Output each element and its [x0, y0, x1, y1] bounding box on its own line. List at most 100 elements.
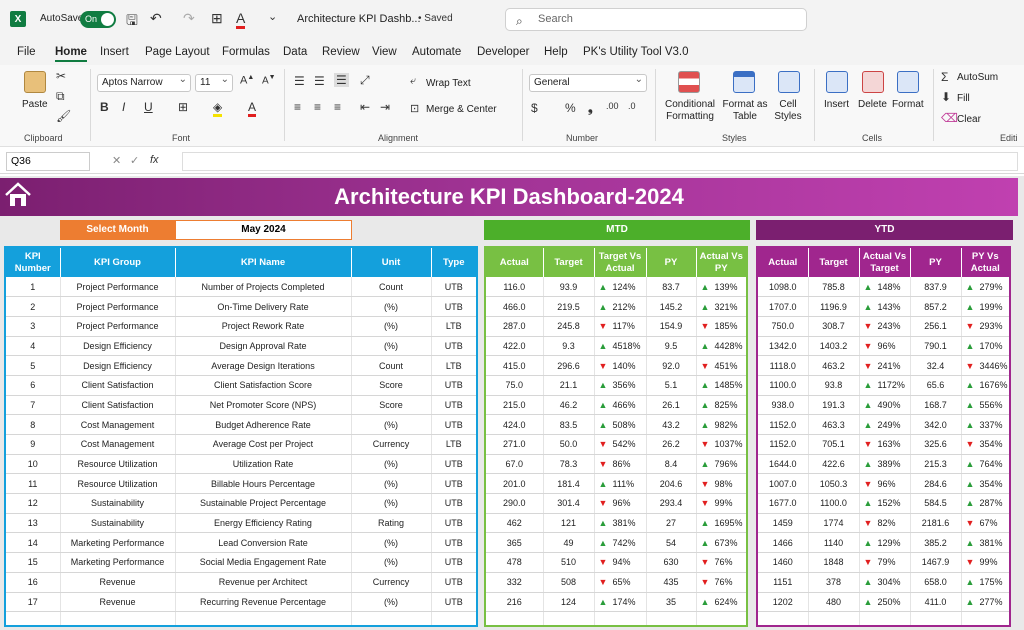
kpi-number-cell[interactable]: 8 — [5, 414, 61, 435]
kpi-number-cell[interactable]: 12 — [5, 493, 61, 514]
mtd-target-vs-actual-cell[interactable]: ▼ 94% — [594, 552, 647, 573]
ytd-target-cell[interactable]: 785.8 — [808, 277, 860, 298]
wrap-text-button[interactable]: Wrap Text — [426, 78, 471, 89]
ytd-actual-vs-target-cell[interactable]: ▼ 163% — [859, 434, 911, 455]
unit-cell[interactable]: (%) — [351, 296, 432, 317]
kpi-number-cell[interactable]: 16 — [5, 572, 61, 593]
ytd-py-cell[interactable]: 342.0 — [910, 414, 962, 435]
align-right-icon[interactable]: ≡ — [334, 100, 342, 114]
kpi-number-cell[interactable]: 1 — [5, 277, 61, 298]
mtd-target-cell[interactable]: 245.8 — [543, 316, 595, 337]
kpi-group-cell[interactable]: Project Performance — [60, 296, 176, 317]
type-cell[interactable]: LTB — [431, 434, 478, 455]
mtd-actual-cell[interactable]: 462 — [485, 513, 544, 534]
unit-cell[interactable]: (%) — [351, 473, 432, 495]
mtd-actual-vs-py-cell[interactable]: ▲ 321% — [696, 296, 748, 317]
empty-cell[interactable] — [859, 611, 911, 626]
mtd-target-cell[interactable]: 93.9 — [543, 277, 595, 298]
kpi-number-cell[interactable]: 13 — [5, 513, 61, 534]
ytd-actual-vs-target-cell[interactable]: ▲ 250% — [859, 592, 911, 613]
ytd-py-cell[interactable]: 1467.9 — [910, 552, 962, 573]
align-bottom-icon[interactable]: ☰ — [334, 73, 349, 87]
ytd-actual-cell[interactable]: 750.0 — [757, 316, 809, 337]
customize-qat-icon[interactable]: ⌄ — [268, 11, 278, 23]
kpi-name-cell[interactable]: Energy Efficiency Rating — [175, 513, 352, 534]
unit-cell[interactable]: Currency — [351, 434, 432, 455]
merge-center-icon[interactable]: ⊡ — [410, 103, 420, 115]
ytd-actual-cell[interactable]: 1118.0 — [757, 355, 809, 376]
insert-cells-icon[interactable] — [826, 71, 848, 93]
unit-cell[interactable]: Currency — [351, 572, 432, 593]
unit-cell[interactable]: (%) — [351, 493, 432, 514]
ytd-actual-vs-target-cell[interactable]: ▲ 1172% — [859, 375, 911, 396]
unit-cell[interactable]: (%) — [351, 414, 432, 435]
format-as-table-icon[interactable] — [733, 71, 755, 93]
empty-cell[interactable] — [485, 611, 544, 626]
ytd-actual-cell[interactable]: 1202 — [757, 592, 809, 613]
type-cell[interactable]: LTB — [431, 316, 478, 337]
kpi-name-cell[interactable]: Average Design Iterations — [175, 355, 352, 376]
font-color-icon[interactable]: A — [248, 100, 257, 117]
unit-cell[interactable]: (%) — [351, 592, 432, 613]
mtd-actual-cell[interactable]: 424.0 — [485, 414, 544, 435]
ytd-target-cell[interactable]: 1774 — [808, 513, 860, 534]
ytd-py-vs-actual-cell[interactable]: ▼ 3446% — [961, 355, 1011, 376]
align-left-icon[interactable]: ≡ — [294, 100, 302, 114]
mtd-actual-cell[interactable]: 216 — [485, 592, 544, 613]
mtd-target-cell[interactable]: 9.3 — [543, 336, 595, 357]
tab-file[interactable]: File — [17, 46, 36, 58]
empty-cell[interactable] — [351, 611, 432, 626]
mtd-target-cell[interactable]: 78.3 — [543, 454, 595, 475]
increase-indent-icon[interactable]: ⇥ — [380, 100, 391, 114]
ytd-py-cell[interactable]: 215.3 — [910, 454, 962, 475]
font-color-icon[interactable]: A — [236, 10, 246, 29]
kpi-name-cell[interactable]: Number of Projects Completed — [175, 277, 352, 298]
clear-icon[interactable]: ⌫ — [941, 111, 958, 125]
kpi-group-cell[interactable]: Revenue — [60, 572, 176, 593]
mtd-target-cell[interactable]: 510 — [543, 552, 595, 573]
borders-icon[interactable]: ⊞ — [178, 100, 189, 114]
kpi-number-cell[interactable]: 11 — [5, 473, 61, 495]
ytd-py-vs-actual-cell[interactable]: ▼ 67% — [961, 513, 1011, 534]
ytd-target-cell[interactable]: 480 — [808, 592, 860, 613]
cell-styles-button[interactable]: Cell Styles — [770, 99, 806, 123]
type-cell[interactable]: LTB — [431, 355, 478, 376]
tab-home[interactable]: Home — [55, 46, 87, 62]
mtd-actual-vs-py-cell[interactable]: ▲ 673% — [696, 532, 748, 554]
tab-formulas[interactable]: Formulas — [222, 46, 270, 58]
kpi-name-cell[interactable]: Client Satisfaction Score — [175, 375, 352, 396]
bold-icon[interactable]: B — [100, 100, 109, 114]
delete-cells-icon[interactable] — [862, 71, 884, 93]
kpi-number-cell[interactable]: 17 — [5, 592, 61, 613]
mtd-py-cell[interactable]: 35 — [646, 592, 697, 613]
mtd-py-cell[interactable]: 83.7 — [646, 277, 697, 298]
mtd-py-cell[interactable]: 435 — [646, 572, 697, 593]
cut-icon[interactable]: ✂ — [56, 69, 67, 83]
mtd-actual-cell[interactable]: 271.0 — [485, 434, 544, 455]
ytd-py-vs-actual-cell[interactable]: ▲ 556% — [961, 395, 1011, 416]
clear-button[interactable]: Clear — [957, 114, 981, 125]
mtd-py-cell[interactable]: 43.2 — [646, 414, 697, 435]
kpi-name-cell[interactable]: Billable Hours Percentage — [175, 473, 352, 495]
type-cell[interactable]: UTB — [431, 532, 478, 554]
mtd-py-cell[interactable]: 26.1 — [646, 395, 697, 416]
type-cell[interactable]: UTB — [431, 395, 478, 416]
unit-cell[interactable]: Rating — [351, 513, 432, 534]
kpi-group-cell[interactable]: Revenue — [60, 592, 176, 613]
increase-font-icon[interactable]: A▲ — [240, 74, 255, 87]
mtd-actual-vs-py-cell[interactable]: ▲ 624% — [696, 592, 748, 613]
type-cell[interactable]: UTB — [431, 336, 478, 357]
mtd-actual-vs-py-cell[interactable]: ▼ 1037% — [696, 434, 748, 455]
decrease-indent-icon[interactable]: ⇤ — [360, 100, 371, 114]
ytd-py-vs-actual-cell[interactable]: ▲ 381% — [961, 532, 1011, 554]
kpi-number-cell[interactable]: 9 — [5, 434, 61, 455]
decrease-font-icon[interactable]: A▼ — [262, 74, 276, 87]
mtd-target-cell[interactable]: 301.4 — [543, 493, 595, 514]
document-title[interactable]: Architecture KPI Dashb... — [297, 13, 421, 25]
mtd-target-vs-actual-cell[interactable]: ▲ 4518% — [594, 336, 647, 357]
conditional-formatting-icon[interactable] — [678, 71, 700, 93]
kpi-group-cell[interactable]: Cost Management — [60, 414, 176, 435]
empty-cell[interactable] — [696, 611, 748, 626]
type-cell[interactable]: UTB — [431, 414, 478, 435]
kpi-number-cell[interactable]: 5 — [5, 355, 61, 376]
